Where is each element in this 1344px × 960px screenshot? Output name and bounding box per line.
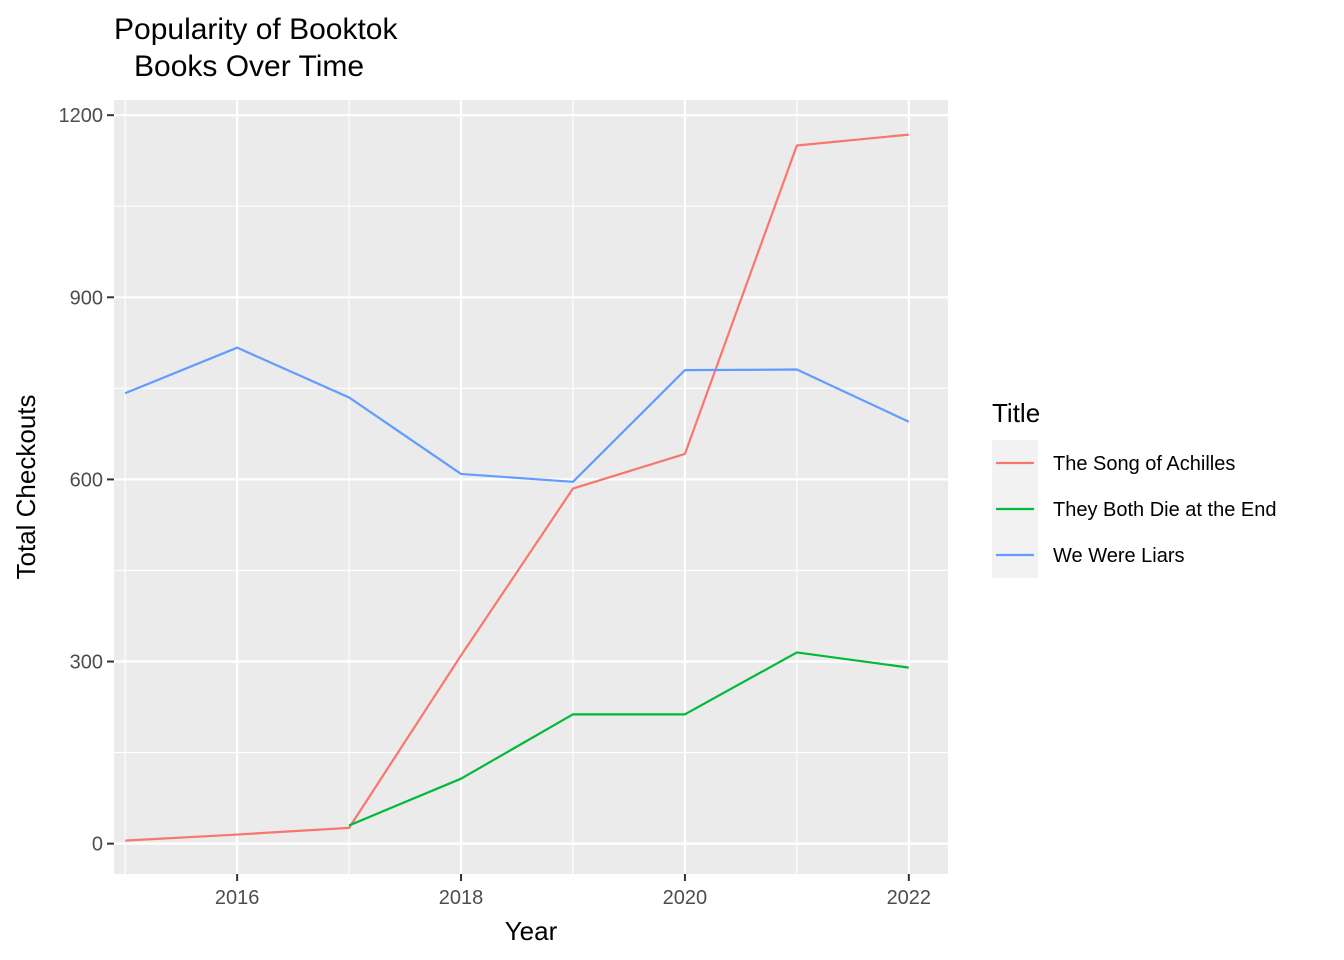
series-line-1 xyxy=(348,651,909,827)
legend-label-1: They Both Die at the End xyxy=(1053,499,1276,521)
minor-gridlines xyxy=(114,100,948,874)
y-axis: 0 300 600 900 1200 xyxy=(59,105,114,856)
x-tick-label: 2022 xyxy=(887,887,932,909)
x-tick-label: 2020 xyxy=(663,887,708,909)
major-gridlines xyxy=(114,100,948,874)
legend-items: The Song of Achilles They Both Die at the… xyxy=(996,453,1276,567)
x-axis: 2016 2018 2020 2022 xyxy=(215,874,931,909)
legend-title: Title xyxy=(992,398,1040,428)
y-tick-label: 1200 xyxy=(59,105,104,127)
legend: Title The Song of Achilles They Both Die … xyxy=(992,398,1276,578)
legend-item-2: We Were Liars xyxy=(996,545,1185,567)
y-tick-label: 900 xyxy=(70,287,103,309)
y-tick-label: 600 xyxy=(70,469,103,491)
chart-title-line-1: Popularity of Booktok xyxy=(114,13,398,46)
x-tick-label: 2016 xyxy=(215,887,260,909)
y-axis-title: Total Checkouts xyxy=(11,395,41,580)
legend-item-0: The Song of Achilles xyxy=(996,453,1235,475)
legend-label-2: We Were Liars xyxy=(1053,545,1185,567)
x-axis-title: Year xyxy=(505,916,558,946)
series-lines xyxy=(124,133,910,842)
plot-panel xyxy=(114,100,948,874)
legend-item-1: They Both Die at the End xyxy=(996,499,1276,521)
y-tick-label: 0 xyxy=(92,834,103,856)
series-line-2 xyxy=(124,346,910,483)
legend-label-0: The Song of Achilles xyxy=(1053,453,1235,475)
chart-title: Popularity of Booktok Books Over Time xyxy=(114,13,398,83)
y-tick-label: 300 xyxy=(70,652,103,674)
x-tick-label: 2018 xyxy=(439,887,484,909)
series-line-0 xyxy=(125,133,909,842)
chart-title-line-2: Books Over Time xyxy=(134,50,364,83)
